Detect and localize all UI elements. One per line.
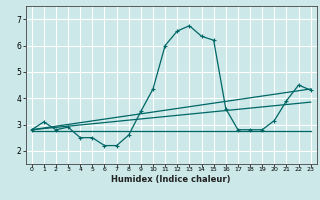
X-axis label: Humidex (Indice chaleur): Humidex (Indice chaleur) [111, 175, 231, 184]
